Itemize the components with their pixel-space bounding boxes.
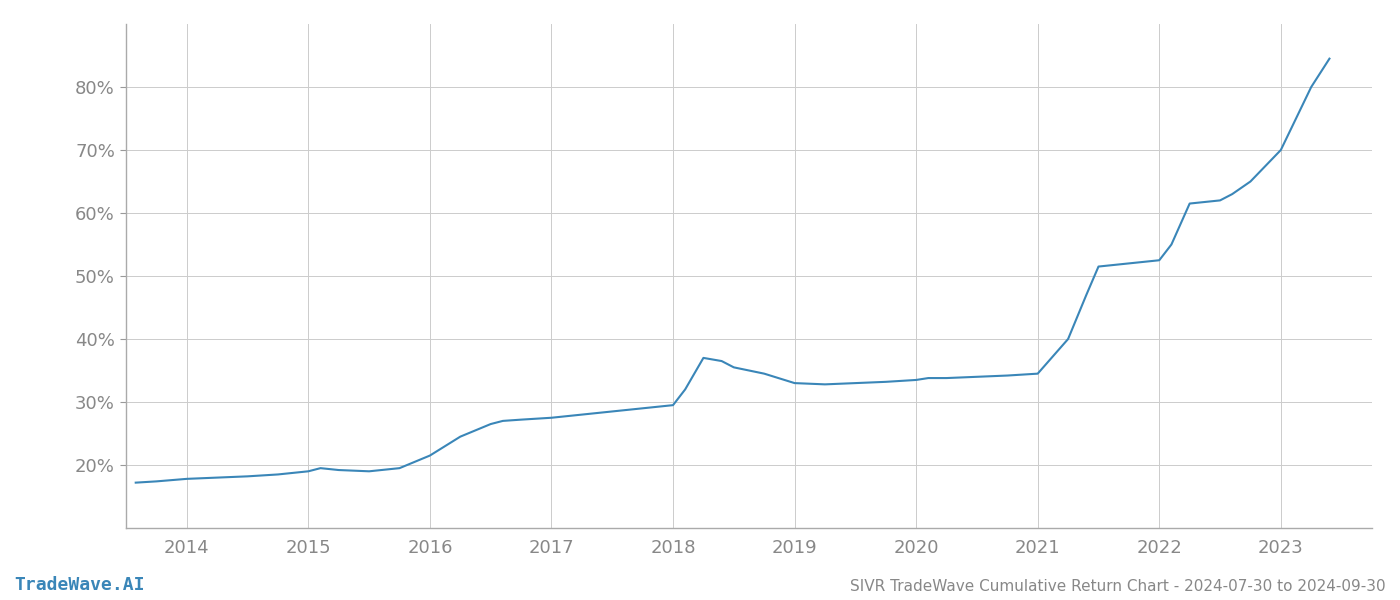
Text: TradeWave.AI: TradeWave.AI xyxy=(14,576,144,594)
Text: SIVR TradeWave Cumulative Return Chart - 2024-07-30 to 2024-09-30: SIVR TradeWave Cumulative Return Chart -… xyxy=(850,579,1386,594)
